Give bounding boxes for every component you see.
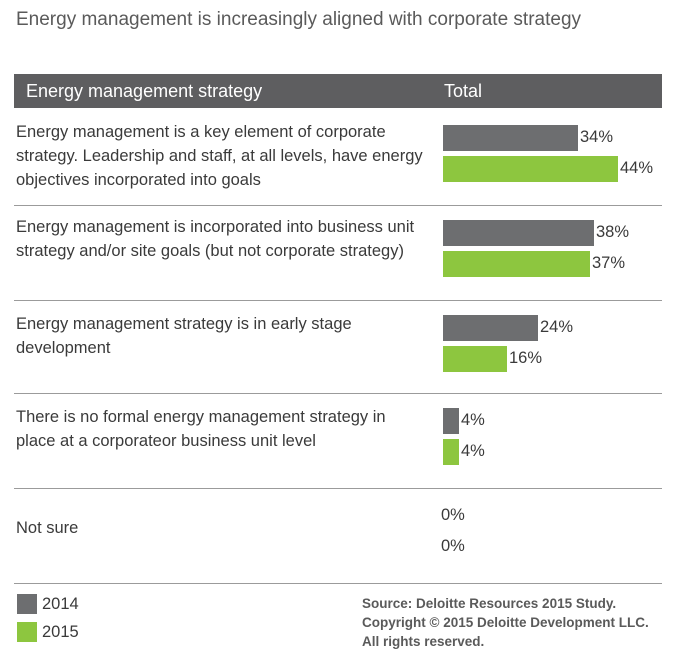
bar-2015: [443, 251, 590, 277]
chart-title: Energy management is increasingly aligne…: [16, 9, 582, 30]
table-header: Energy management strategy Total: [14, 74, 662, 108]
legend-swatch-2015: [17, 622, 37, 642]
category-label: There is no formal energy management str…: [16, 408, 386, 450]
value-label-2015: 37%: [592, 254, 626, 272]
value-label-2014: 24%: [540, 318, 574, 336]
header-strategy-label: Energy management strategy: [26, 81, 263, 101]
category-label: Energy management is a key element of co…: [16, 123, 423, 189]
rights-line: All rights reserved.: [362, 634, 485, 649]
value-label-2014: 0%: [441, 506, 465, 524]
legend-label-2015: 2015: [42, 623, 79, 641]
row-divider: [14, 300, 662, 301]
bar-2014: [443, 125, 578, 151]
source-line: Source: Deloitte Resources 2015 Study.: [362, 596, 617, 611]
category-label: Not sure: [16, 519, 79, 537]
header-total-label: Total: [444, 81, 483, 101]
row-divider: [14, 205, 662, 206]
copyright-line: Copyright © 2015 Deloitte Development LL…: [362, 615, 649, 630]
source-note: Source: Deloitte Resources 2015 Study. C…: [362, 594, 649, 651]
value-label-2015: 0%: [441, 537, 465, 555]
legend-swatch-2014: [17, 594, 37, 614]
row-divider: [14, 488, 662, 489]
value-label-2015: 44%: [620, 159, 654, 177]
category-label: Energy management is incorporated into b…: [16, 218, 415, 260]
value-label-2015: 16%: [509, 349, 543, 367]
bar-2015: [443, 346, 507, 372]
value-label-2014: 4%: [461, 411, 485, 429]
value-label-2014: 38%: [596, 223, 630, 241]
legend-label-2014: 2014: [42, 595, 79, 613]
bar-2015: [443, 156, 618, 182]
value-label-2015: 4%: [461, 442, 485, 460]
bar-2014: [443, 408, 459, 434]
row-divider: [14, 393, 662, 394]
bar-2015: [443, 439, 459, 465]
row-divider: [14, 583, 662, 584]
bar-2014: [443, 220, 594, 246]
category-label: Energy management strategy is in early s…: [16, 315, 352, 357]
bar-2014: [443, 315, 538, 341]
value-label-2014: 34%: [580, 128, 614, 146]
